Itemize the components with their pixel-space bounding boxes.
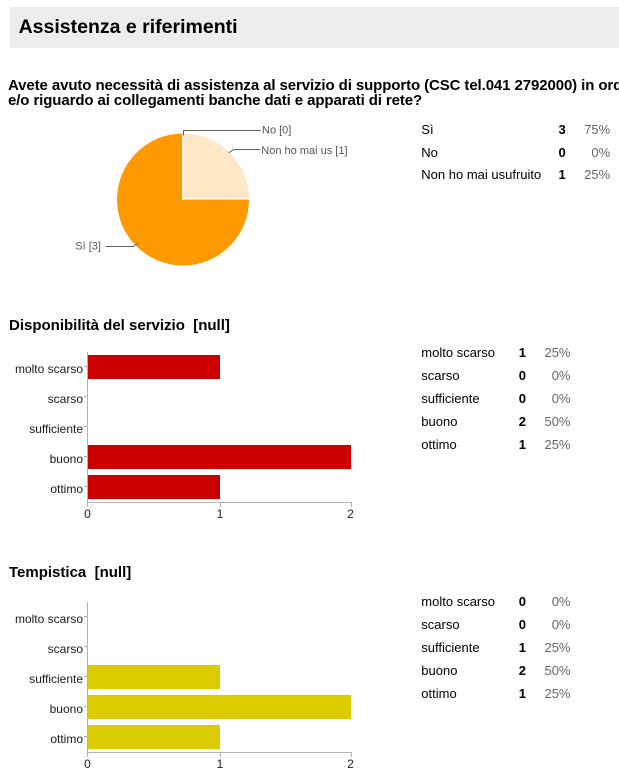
svg-text:Sì [3]: Sì [3] xyxy=(75,241,101,253)
svg-text:No [0]: No [0] xyxy=(262,125,291,137)
svg-text:Non ho mai us [1]: Non ho mai us [1] xyxy=(261,145,347,157)
